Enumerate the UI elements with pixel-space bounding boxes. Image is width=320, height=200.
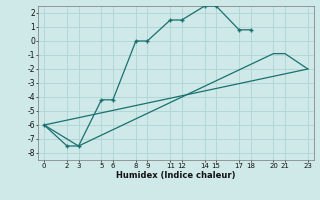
X-axis label: Humidex (Indice chaleur): Humidex (Indice chaleur) <box>116 171 236 180</box>
